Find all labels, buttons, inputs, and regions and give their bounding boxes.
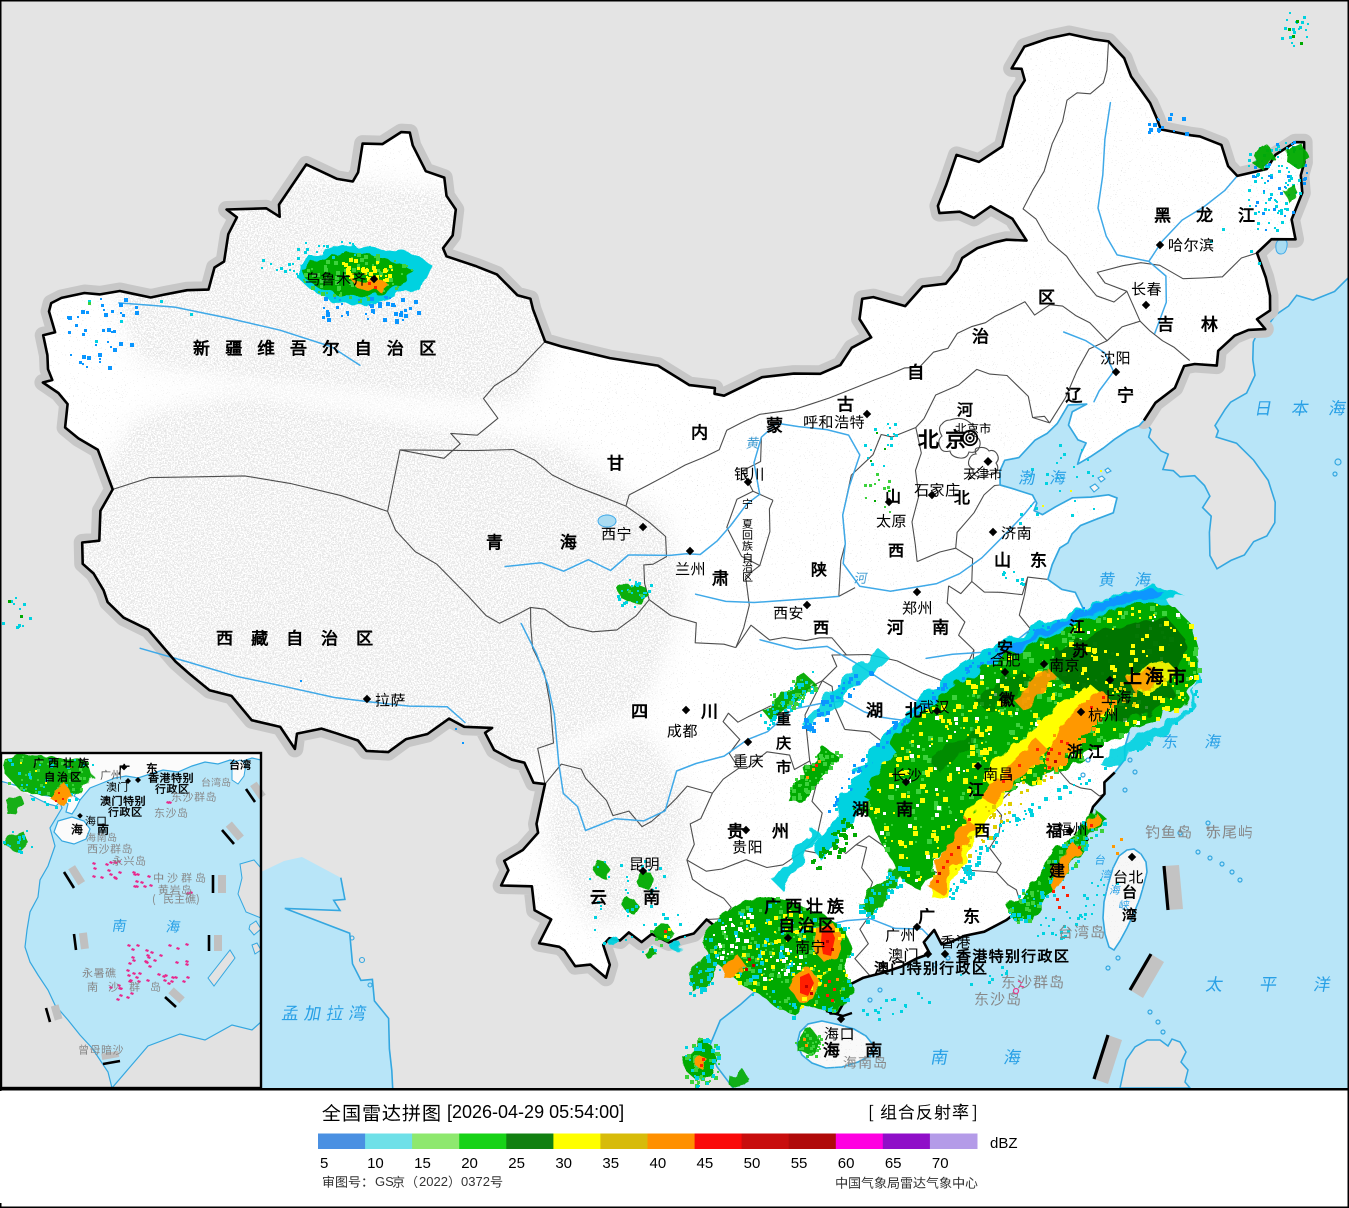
svg-text:5: 5 — [320, 1155, 328, 1172]
svg-text:10: 10 — [367, 1155, 384, 1172]
svg-text:35: 35 — [602, 1155, 619, 1172]
svg-text:2022: 2022 — [419, 1174, 448, 1189]
svg-text:45: 45 — [697, 1155, 714, 1172]
svg-text:[2026-04-29 05:54:00]: [2026-04-29 05:54:00] — [447, 1102, 624, 1122]
svg-text:20: 20 — [461, 1155, 478, 1172]
svg-text:0372: 0372 — [461, 1174, 490, 1189]
svg-text:70: 70 — [932, 1155, 949, 1172]
svg-text:30: 30 — [555, 1155, 572, 1172]
svg-text:GS: GS — [375, 1174, 394, 1189]
svg-text:50: 50 — [744, 1155, 761, 1172]
svg-text:55: 55 — [791, 1155, 808, 1172]
svg-text:40: 40 — [649, 1155, 666, 1172]
svg-text:65: 65 — [885, 1155, 902, 1172]
svg-text:dBZ: dBZ — [990, 1135, 1018, 1152]
svg-text:15: 15 — [414, 1155, 431, 1172]
svg-text:25: 25 — [508, 1155, 525, 1172]
svg-text:60: 60 — [838, 1155, 855, 1172]
